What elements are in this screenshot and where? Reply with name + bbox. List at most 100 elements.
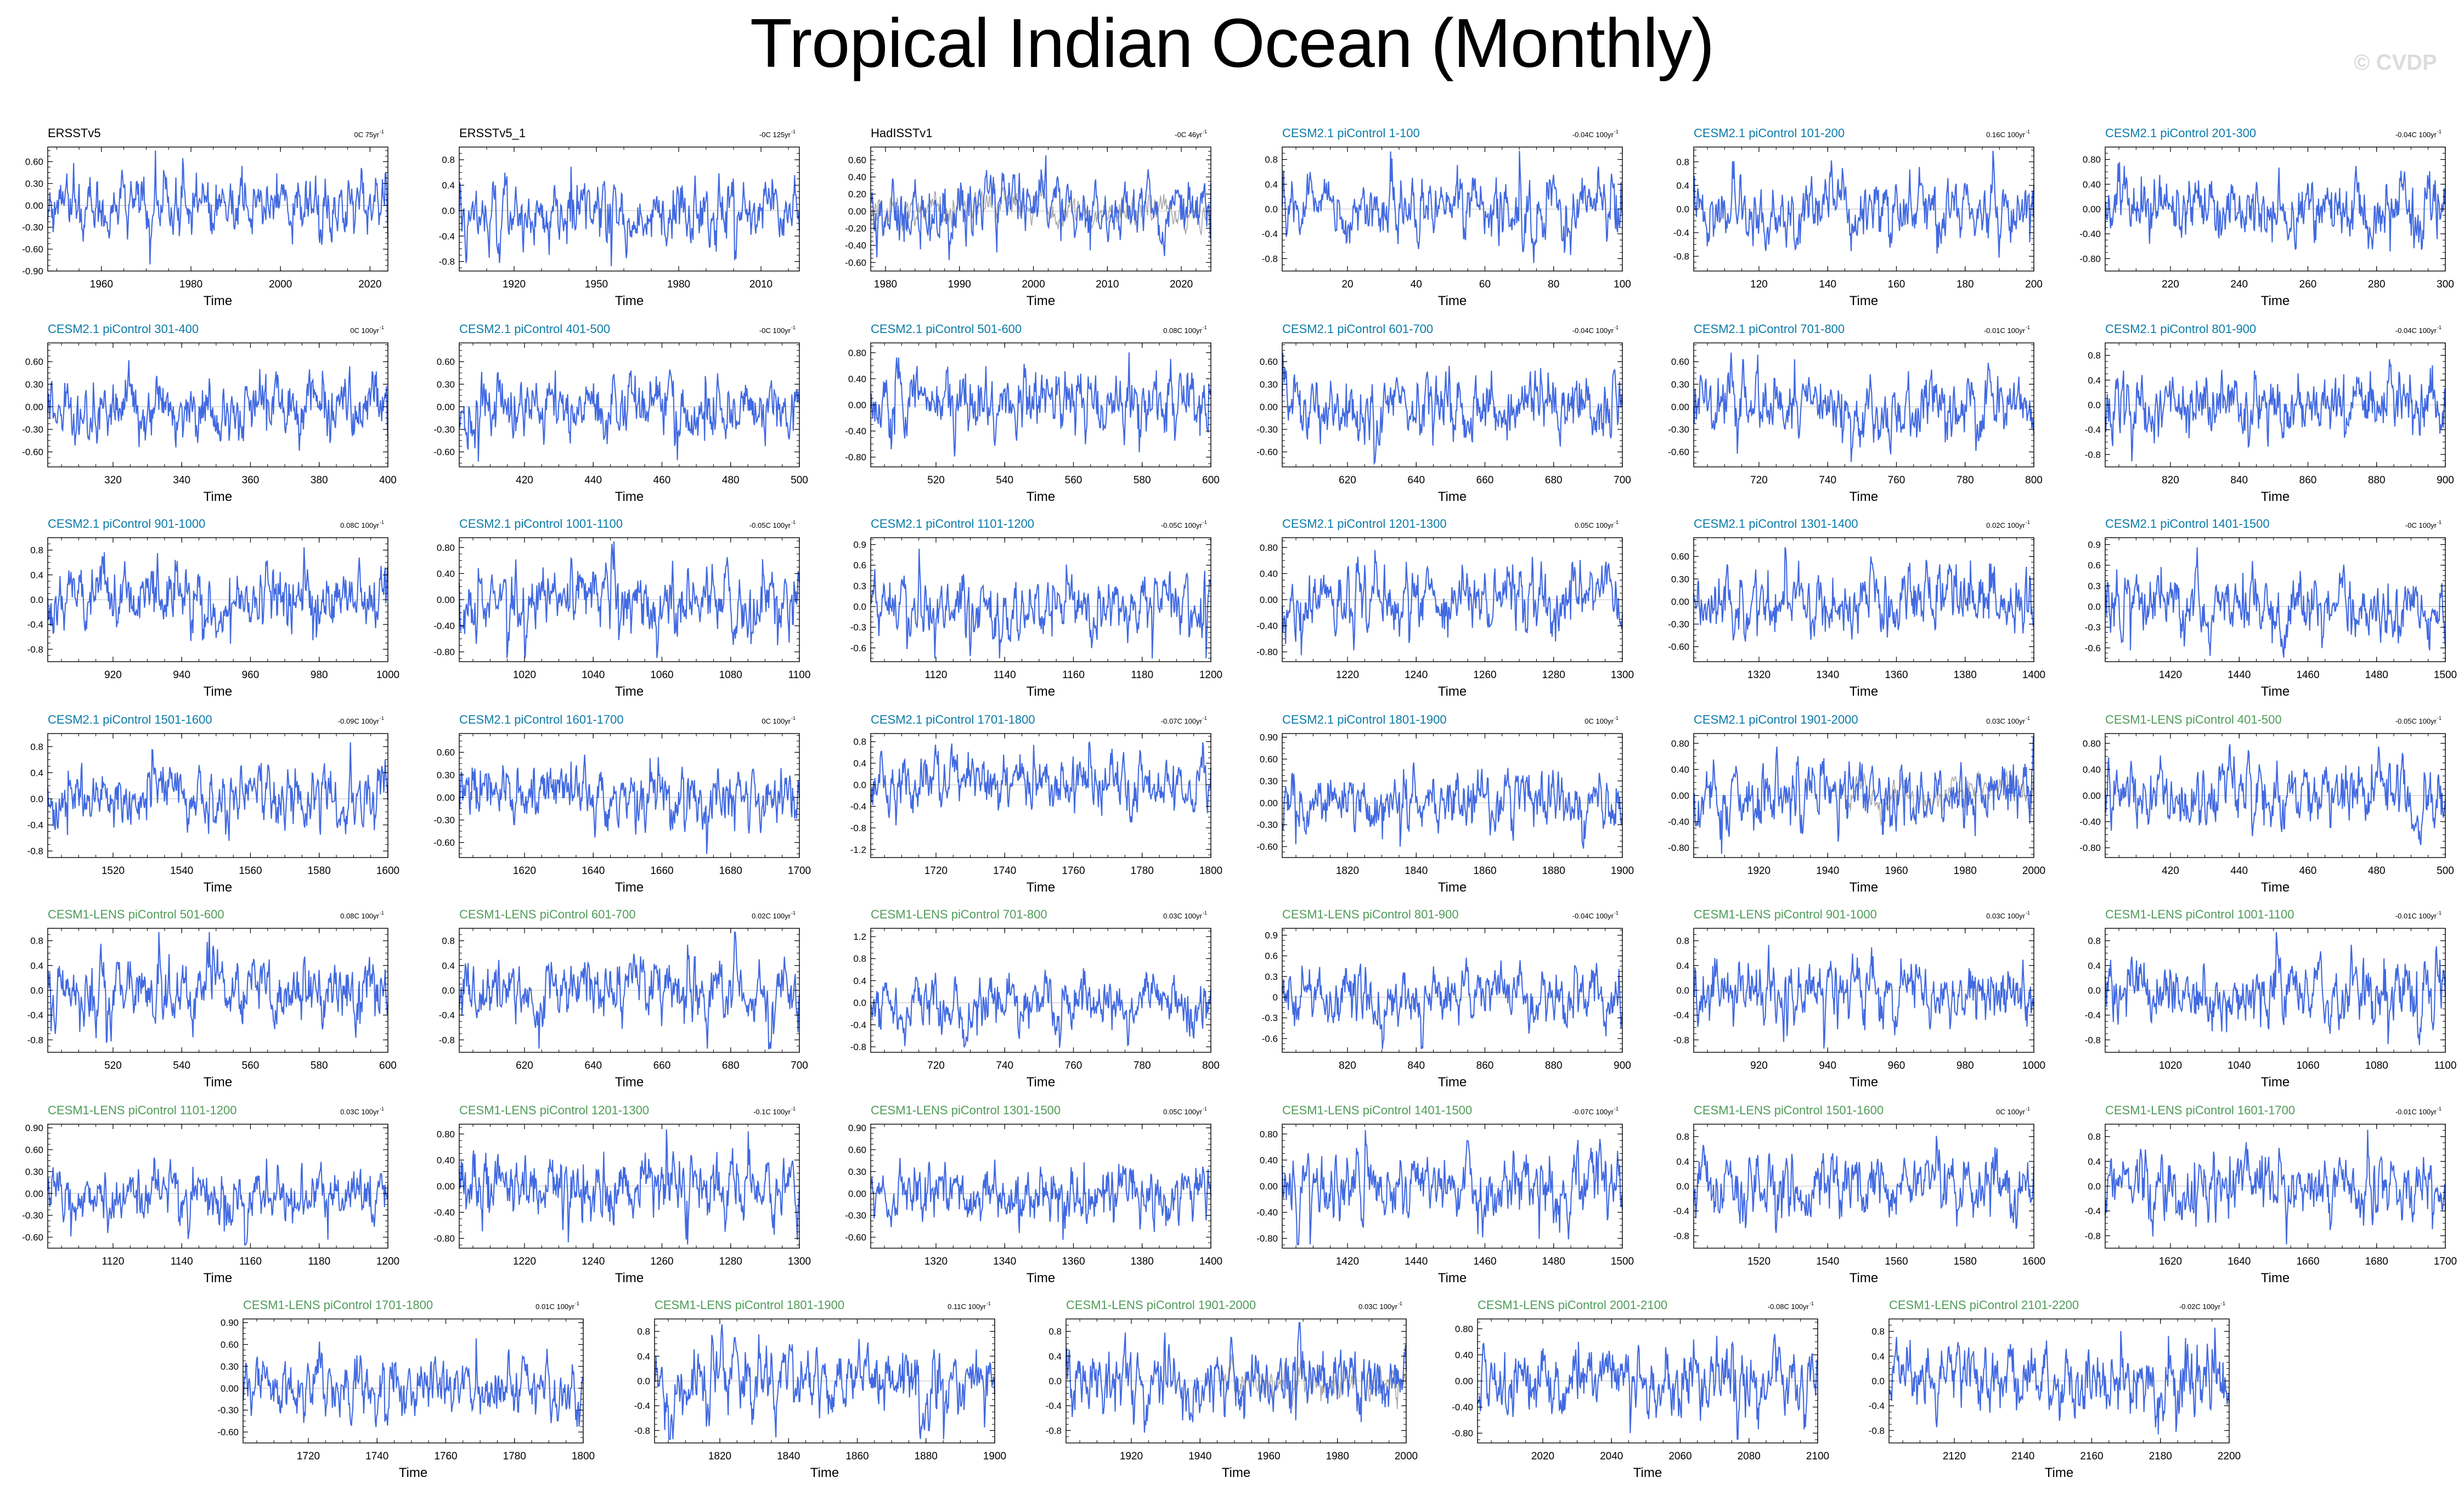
panel-title: CESM1-LENS piControl 1601-1700 [2105, 1103, 2295, 1117]
chart-panel: CESM2.1 piControl 901-1000 0.08C 100yr -1 9… [27, 517, 399, 699]
x-tick-label: 940 [173, 669, 190, 681]
y-tick-label: 0.8 [853, 737, 866, 747]
y-tick-label: -0.30 [433, 425, 455, 435]
chart-panel: CESM2.1 piControl 701-800 -0.01C 100yr -1 7… [1668, 322, 2043, 504]
x-tick-label: 1080 [719, 669, 742, 681]
y-tick-label: 0.9 [2088, 540, 2101, 550]
y-tick-label: -0.60 [845, 1232, 866, 1243]
series-line [47, 742, 389, 841]
x-tick-label: 1780 [1131, 865, 1154, 877]
page-title: Tropical Indian Ocean (Monthly) [749, 4, 1715, 82]
y-tick-label: -0.40 [1668, 817, 1689, 827]
x-axis-label: Time [1027, 489, 1055, 504]
x-tick-label: 60 [1479, 279, 1491, 290]
panel-trend-superscript: -1 [2437, 520, 2442, 525]
panel-trend: -0.04C 100yr [1572, 912, 1614, 920]
series-line [47, 1157, 389, 1246]
panel-trend: 0.03C 100yr [1986, 717, 2025, 725]
plot-frame [870, 146, 1211, 272]
y-tick-label: 0.8 [637, 1327, 650, 1337]
y-tick-label: -0.4 [850, 802, 866, 812]
panel-trend-superscript: -1 [1203, 520, 1207, 525]
x-tick-label: 1420 [1336, 1256, 1359, 1267]
y-tick-label: 0.8 [1871, 1327, 1885, 1337]
y-tick-label: 0.60 [437, 357, 455, 367]
y-tick-label: 0.00 [25, 402, 43, 412]
panel-trend-superscript: -1 [380, 129, 384, 134]
y-tick-label: 0.00 [437, 792, 455, 803]
y-tick-label: 0.80 [1671, 738, 1689, 749]
y-tick-label: 0.0 [1048, 1376, 1062, 1386]
x-tick-label: 800 [2025, 475, 2043, 486]
y-tick-label: 0.00 [1671, 791, 1689, 801]
x-tick-label: 1220 [513, 1256, 536, 1267]
panel-trend-superscript: -1 [1614, 520, 1619, 525]
panel-title: CESM2.1 piControl 701-800 [1694, 322, 1845, 336]
panel-trend-superscript: -1 [380, 325, 384, 330]
y-tick-label: -0.80 [433, 1233, 455, 1244]
x-tick-label: 1980 [667, 279, 690, 290]
copyright-label: © CVDP [2354, 50, 2437, 75]
x-tick-label: 520 [104, 1060, 122, 1072]
panel-title: HadISSTv1 [871, 126, 933, 140]
panel-title: CESM2.1 piControl 801-900 [2105, 322, 2256, 336]
x-tick-label: 580 [1134, 475, 1151, 486]
panel-trend-superscript: -1 [791, 1106, 796, 1112]
x-tick-label: 1980 [1954, 865, 1977, 877]
series-line [458, 166, 800, 267]
x-tick-label: 1060 [650, 669, 673, 681]
y-tick-label: 0.8 [1265, 155, 1278, 165]
x-tick-label: 1320 [924, 1256, 948, 1267]
series-line [458, 541, 800, 658]
panel-trend-superscript: -1 [380, 715, 384, 721]
y-tick-label: 0.4 [1265, 179, 1278, 190]
series-line [1065, 1322, 1407, 1433]
x-axis-label: Time [204, 1271, 232, 1285]
x-tick-label: 140 [1819, 279, 1836, 290]
series-line [1693, 352, 2035, 462]
panel-trend: -0.07C 100yr [1572, 1108, 1614, 1116]
plot-frame [47, 733, 388, 858]
y-tick-label: 0.4 [1676, 961, 1689, 971]
y-tick-label: 0.60 [25, 357, 43, 367]
plot-frame [1693, 342, 2034, 467]
x-axis-label: Time [1438, 1075, 1467, 1090]
x-tick-label: 1800 [572, 1451, 595, 1462]
x-tick-label: 980 [1956, 1060, 1974, 1072]
x-tick-label: 780 [1134, 1060, 1151, 1072]
y-tick-label: -0.60 [433, 447, 455, 458]
y-tick-label: -0.8 [634, 1425, 650, 1436]
x-tick-label: 340 [173, 475, 190, 486]
x-axis-label: Time [2261, 684, 2290, 699]
y-tick-label: 0.0 [853, 998, 866, 1008]
panel-trend: 0.05C 100yr [1163, 1108, 1202, 1116]
x-tick-label: 2200 [2218, 1451, 2241, 1462]
x-tick-label: 1720 [297, 1451, 320, 1462]
x-axis-label: Time [2261, 1271, 2290, 1285]
panel-trend: -0.08C 100yr [1768, 1302, 1809, 1311]
x-tick-label: 1680 [719, 865, 742, 877]
x-tick-label: 2120 [1943, 1451, 1966, 1462]
y-tick-label: 0.0 [853, 602, 866, 612]
panel-title: CESM1-LENS piControl 1501-1600 [1694, 1103, 1884, 1117]
series-line [2104, 547, 2446, 658]
x-axis-label: Time [810, 1465, 839, 1480]
chart-panel: CESM1-LENS piControl 1601-1700 -0.01C 100… [2085, 1103, 2457, 1285]
y-tick-label: -0.30 [22, 222, 43, 233]
y-tick-label: -0.6 [850, 643, 866, 653]
x-axis-label: Time [1850, 1271, 1878, 1285]
plot-frame [870, 537, 1211, 662]
chart-panel: CESM1-LENS piControl 1901-2000 0.03C 100y… [1046, 1298, 1418, 1480]
y-tick-label: 0.40 [2083, 179, 2101, 190]
y-tick-label: -0.80 [433, 647, 455, 657]
x-tick-label: 80 [1548, 279, 1559, 290]
chart-panel: ERSSTv5 0C 75yr -1 1960 1980 2000 2020 0.60 0.30… [22, 126, 389, 308]
x-tick-label: 1660 [2296, 1256, 2319, 1267]
y-tick-label: 0.80 [437, 1129, 455, 1140]
y-tick-label: 0.60 [1260, 754, 1278, 765]
x-tick-label: 1280 [719, 1256, 742, 1267]
y-tick-label: 0.4 [442, 961, 455, 971]
x-tick-label: 2020 [1531, 1451, 1554, 1462]
y-tick-label: 0.6 [2088, 560, 2101, 571]
y-tick-label: -0.40 [2079, 817, 2101, 827]
